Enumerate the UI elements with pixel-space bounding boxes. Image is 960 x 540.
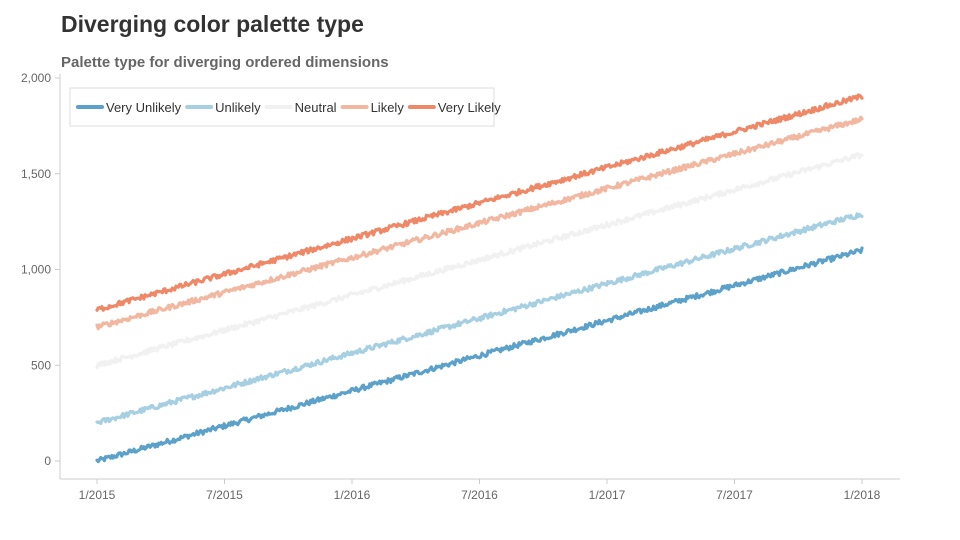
x-axis: 1/2015 7/2015 1/2016 7/2016 1/2017 7/2017 1/20… bbox=[60, 478, 900, 502]
legend-label: Very Likely bbox=[438, 100, 501, 115]
x-tick-label: 7/2017 bbox=[716, 488, 753, 502]
y-tick-label: 0 bbox=[44, 454, 51, 468]
y-tick-label: 1,500 bbox=[21, 167, 51, 181]
x-tick-label: 1/2017 bbox=[589, 488, 626, 502]
x-tick-label: 7/2015 bbox=[206, 488, 243, 502]
series-line-likely bbox=[95, 115, 864, 331]
x-tick-label: 1/2015 bbox=[79, 488, 116, 502]
legend-label: Likely bbox=[371, 100, 405, 115]
chart-title: Diverging color palette type bbox=[61, 11, 364, 37]
legend-label: Unlikely bbox=[215, 100, 261, 115]
series-line-unlikely bbox=[95, 212, 864, 426]
series-line-neutral bbox=[95, 152, 864, 370]
legend-label: Neutral bbox=[295, 100, 337, 115]
y-axis: 0 500 1,000 1,500 2,000 bbox=[21, 71, 61, 479]
x-tick-label: 1/2018 bbox=[844, 488, 881, 502]
series-layer bbox=[95, 93, 864, 464]
y-tick-label: 1,000 bbox=[21, 263, 51, 277]
x-tick-label: 7/2016 bbox=[461, 488, 498, 502]
legend: Very Unlikely Unlikely Neutral Likely Very L… bbox=[69, 87, 501, 127]
y-tick-label: 2,000 bbox=[21, 71, 51, 85]
y-tick-label: 500 bbox=[31, 358, 51, 372]
legend-label: Very Unlikely bbox=[106, 100, 182, 115]
chart-subtitle: Palette type for diverging ordered dimen… bbox=[61, 54, 389, 71]
x-tick-label: 1/2016 bbox=[334, 488, 371, 502]
series-line-very-unlikely bbox=[95, 246, 864, 464]
series-line-very-likely bbox=[95, 93, 864, 312]
